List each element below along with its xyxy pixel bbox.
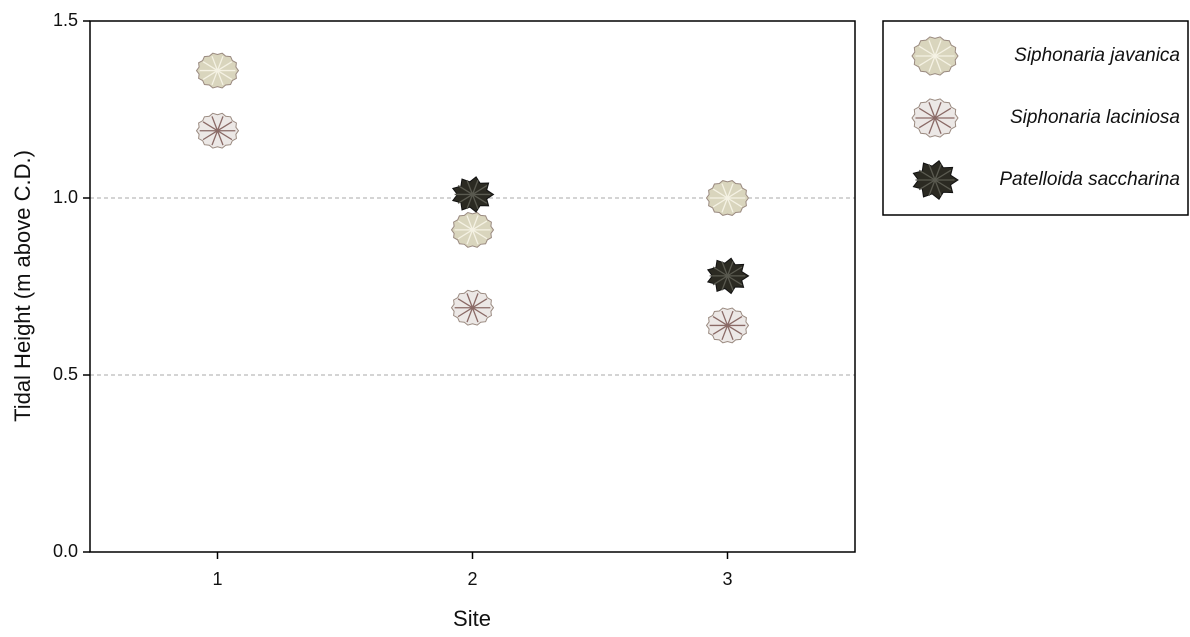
point (452, 213, 494, 248)
point (707, 181, 749, 216)
legend-label: Patelloida saccharina (999, 169, 1180, 190)
y-tick-label: 1.5 (53, 10, 78, 30)
point (453, 177, 494, 212)
point (708, 258, 749, 293)
legend-label: Siphonaria javanica (1014, 45, 1180, 66)
point (707, 308, 749, 343)
y-tick-label: 0.0 (53, 541, 78, 561)
chart: Site Tidal Height (m above C.D.) 0.0 0.5 1… (0, 0, 1190, 637)
y-tick-label: 0.5 (53, 364, 78, 384)
point (197, 113, 239, 148)
x-axis-label: Site (453, 606, 491, 631)
x-tick-label: 2 (467, 569, 477, 589)
point (197, 53, 239, 88)
point (452, 290, 494, 325)
x-tick-label: 1 (212, 569, 222, 589)
y-axis-label: Tidal Height (m above C.D.) (10, 150, 35, 422)
y-tick-label: 1.0 (53, 187, 78, 207)
x-tick-label: 3 (722, 569, 732, 589)
legend-label: Siphonaria laciniosa (1010, 107, 1180, 128)
